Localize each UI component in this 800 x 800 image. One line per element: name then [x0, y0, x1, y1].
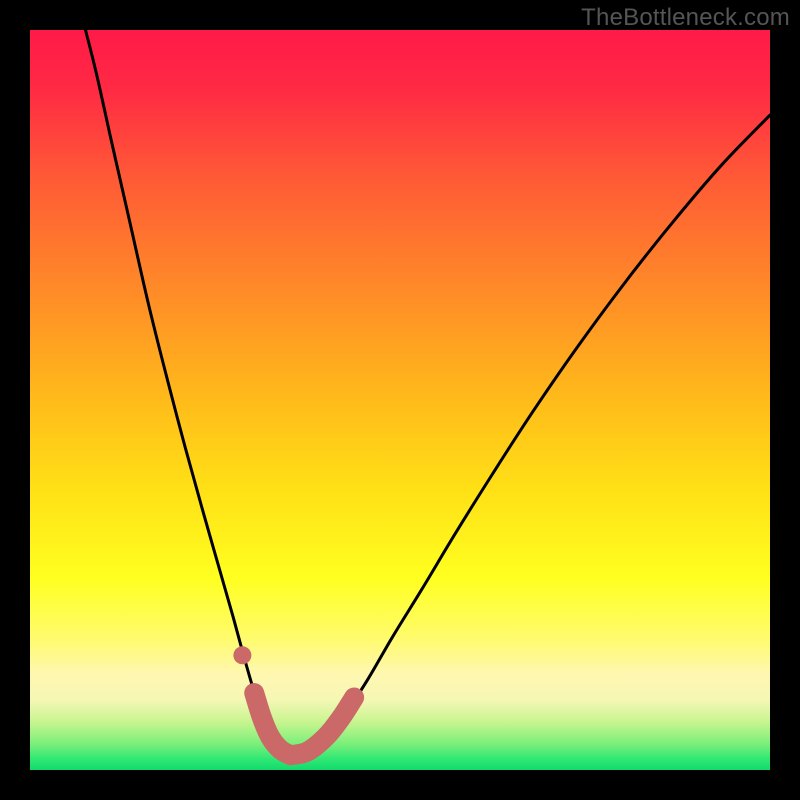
chart-svg: [0, 0, 800, 800]
highlight-right: [290, 697, 354, 755]
curve-left: [86, 30, 291, 755]
highlight-dot: [233, 646, 251, 664]
curve-right: [290, 115, 770, 755]
chart-root: TheBottleneck.com: [0, 0, 800, 800]
highlight-left: [254, 693, 290, 755]
watermark-text: TheBottleneck.com: [581, 4, 790, 32]
